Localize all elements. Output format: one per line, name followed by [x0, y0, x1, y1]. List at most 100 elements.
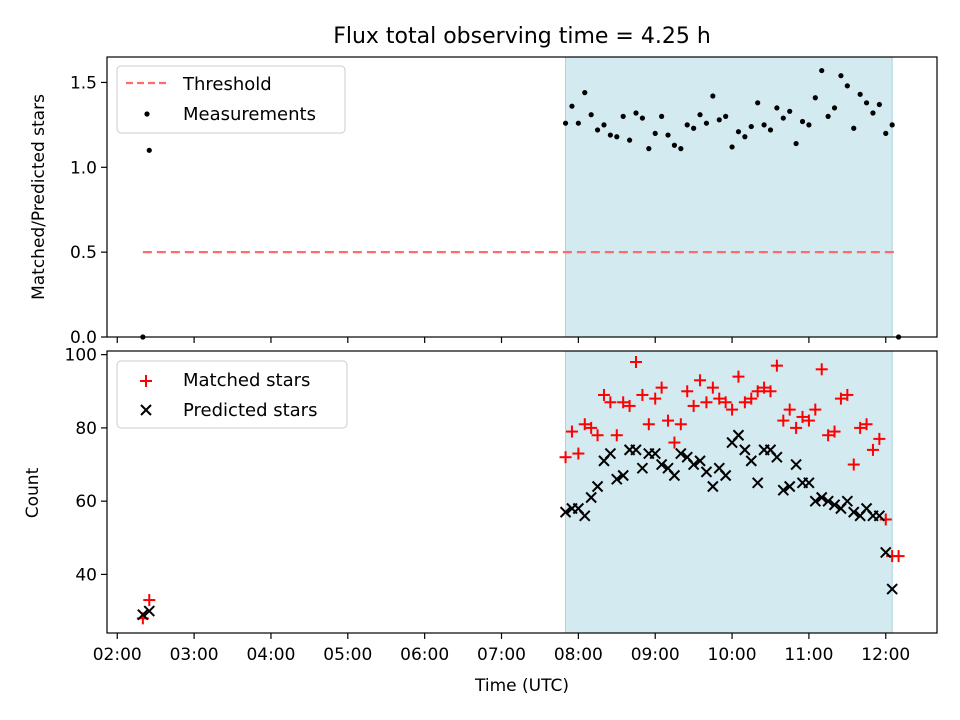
measurement-point: [729, 144, 735, 150]
predicted-star-point: [675, 447, 687, 460]
measurement-point: [710, 93, 716, 99]
matched-star-point: [770, 359, 783, 372]
matched-star-point: [662, 414, 675, 427]
matched-star-point: [649, 392, 662, 405]
matched-star-point: [143, 594, 156, 607]
predicted-star-point: [848, 506, 860, 518]
matched-star-point: [585, 421, 598, 434]
matched-star-point: [623, 399, 636, 412]
matched-star-point: [674, 418, 687, 431]
predicted-star-point: [636, 462, 649, 474]
measurement-point: [652, 130, 658, 136]
legend-matched-swatch: [140, 375, 152, 387]
measurement-point: [588, 112, 594, 118]
matched-star-point: [629, 355, 642, 368]
matched-star-point: [668, 436, 681, 449]
matched-star-point: [738, 396, 751, 409]
matched-star-point: [822, 429, 835, 442]
predicted-star-point: [732, 429, 745, 441]
predicted-star-point: [559, 506, 572, 518]
predicted-star-point: [803, 477, 815, 489]
count-y-tick-label: 80: [75, 419, 97, 439]
measurement-point: [735, 129, 742, 135]
measurement-point: [562, 120, 569, 126]
predicted-star-point: [700, 466, 713, 478]
measurement-point: [633, 110, 639, 116]
matched-star-point: [591, 429, 604, 442]
ratio-panel: 0.0 0.5 1.0 1.5 Matched/Predicted stars Thr…: [29, 56, 938, 348]
x-tick-label: 08:00: [554, 645, 603, 665]
ratio-y-tick-label: 0.0: [70, 328, 97, 348]
predicted-star-point: [655, 458, 668, 471]
measurement-point: [870, 110, 876, 116]
matched-star-point: [815, 363, 828, 376]
matched-star-point: [559, 451, 572, 464]
legend-measurements-swatch: [144, 111, 150, 117]
measurement-point: [697, 112, 703, 118]
measurement-point: [620, 113, 626, 119]
measurement-point: [748, 123, 754, 130]
legend-matched-label: Matched stars: [183, 370, 310, 391]
measurement-point: [851, 125, 857, 131]
ratio-y-tick-label: 1.0: [70, 158, 97, 178]
matched-star-point: [841, 388, 854, 401]
measurement-point: [684, 122, 690, 128]
predicted-star-point: [617, 469, 629, 482]
ratio-y-tick-label: 1.5: [70, 73, 97, 93]
matched-star-point: [706, 381, 719, 394]
measurement-point: [883, 130, 889, 136]
measurement-point: [716, 117, 722, 123]
count-y-tick-label: 40: [75, 565, 97, 585]
predicted-star-point: [873, 510, 886, 522]
x-tick-label: 04:00: [246, 645, 295, 665]
predicted-star-point: [880, 546, 892, 559]
measurement-point: [876, 101, 882, 108]
measurement-point: [646, 146, 652, 152]
x-tick-label: 07:00: [477, 645, 526, 665]
matched-star-point: [655, 381, 668, 394]
matched-star-point: [617, 396, 630, 409]
x-tick-label: 12:00: [861, 645, 910, 665]
measurement-point: [582, 90, 588, 96]
matched-star-point: [572, 447, 585, 460]
matched-star-point: [694, 374, 707, 387]
x-tick-label: 11:00: [784, 645, 833, 665]
matched-star-point: [700, 396, 713, 409]
measurement-point: [844, 83, 850, 89]
measurement-point: [838, 73, 844, 79]
chart-title: Flux total observing time = 4.25 h: [333, 24, 711, 49]
matched-star-point: [866, 443, 879, 456]
matched-star-point: [751, 385, 764, 398]
x-tick-label: 10:00: [708, 645, 757, 665]
measurement-point: [812, 95, 818, 101]
predicted-star-point: [630, 444, 642, 456]
count-y-axis-label: Count: [23, 467, 43, 518]
ratio-plot-frame: [106, 56, 938, 338]
measurement-point: [607, 132, 613, 138]
predicted-star-point: [591, 480, 604, 493]
matched-star-point: [783, 403, 796, 416]
matched-star-point: [681, 385, 694, 398]
measurement-point: [774, 105, 780, 111]
measurement-point: [594, 127, 601, 133]
ratio-y-tick-label: 0.5: [70, 243, 97, 263]
measurement-point: [755, 100, 761, 106]
predicted-star-point: [604, 447, 617, 460]
x-tick-label: 06:00: [400, 645, 449, 665]
count-y-tick-label: 100: [65, 346, 97, 366]
measurement-point: [857, 91, 863, 97]
measurement-point: [601, 122, 607, 128]
matched-star-point: [604, 396, 617, 409]
matched-star-point: [719, 396, 732, 409]
matched-star-point: [873, 432, 886, 445]
predicted-star-point: [771, 451, 783, 463]
predicted-star-point: [143, 605, 155, 617]
predicted-star-point: [809, 495, 822, 507]
measurement-point: [626, 137, 633, 143]
matched-star-point: [687, 399, 700, 412]
measurement-point: [678, 146, 684, 152]
x-tick-label: 05:00: [323, 645, 372, 665]
measurement-point: [671, 142, 678, 148]
measurement-point: [767, 127, 774, 133]
